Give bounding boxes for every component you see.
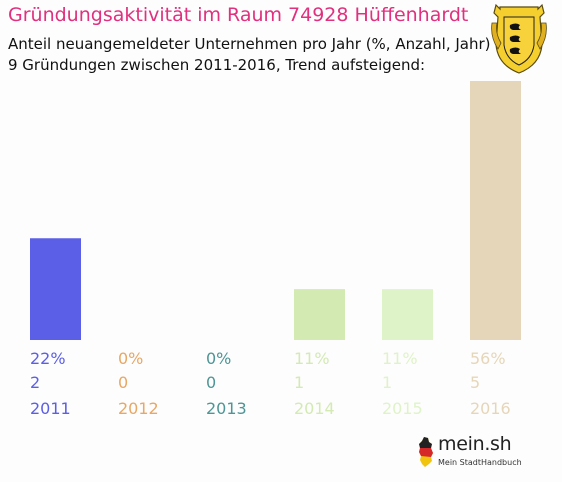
chart-title: Gründungsaktivität im Raum 74928 Hüffenh… bbox=[8, 4, 469, 26]
bar-2011 bbox=[30, 238, 81, 340]
logo-tagline: Mein StadtHandbuch bbox=[438, 458, 522, 467]
year-label-2011: 2011 bbox=[30, 399, 71, 418]
percent-label-2016: 56% bbox=[470, 349, 506, 368]
year-label-2012: 2012 bbox=[118, 399, 159, 418]
year-label-2014: 2014 bbox=[294, 399, 335, 418]
mein-sh-logo[interactable]: mein.sh Mein StadtHandbuch bbox=[417, 433, 529, 475]
count-label-2016: 5 bbox=[470, 373, 480, 392]
percent-label-2011: 22% bbox=[30, 349, 66, 368]
percent-label-2012: 0% bbox=[118, 349, 143, 368]
count-label-2014: 1 bbox=[294, 373, 304, 392]
percent-label-2015: 11% bbox=[382, 349, 418, 368]
count-label-2015: 1 bbox=[382, 373, 392, 392]
chart-subtitle: Anteil neuangemeldeter Unternehmen pro J… bbox=[8, 35, 491, 53]
chart-summary: 9 Gründungen zwischen 2011-2016, Trend a… bbox=[8, 56, 426, 74]
count-label-2013: 0 bbox=[206, 373, 216, 392]
count-label-2011: 2 bbox=[30, 373, 40, 392]
percent-label-2013: 0% bbox=[206, 349, 231, 368]
year-label-2013: 2013 bbox=[206, 399, 247, 418]
bar-2015 bbox=[382, 289, 433, 340]
year-label-2016: 2016 bbox=[470, 399, 511, 418]
coat-of-arms-icon bbox=[491, 3, 547, 74]
year-label-2015: 2015 bbox=[382, 399, 423, 418]
bar-2016 bbox=[470, 81, 521, 340]
bar-2014 bbox=[294, 289, 345, 340]
percent-label-2014: 11% bbox=[294, 349, 330, 368]
logo-wordmark: mein.sh bbox=[438, 433, 512, 455]
count-label-2012: 0 bbox=[118, 373, 128, 392]
germany-map-icon bbox=[419, 437, 433, 467]
